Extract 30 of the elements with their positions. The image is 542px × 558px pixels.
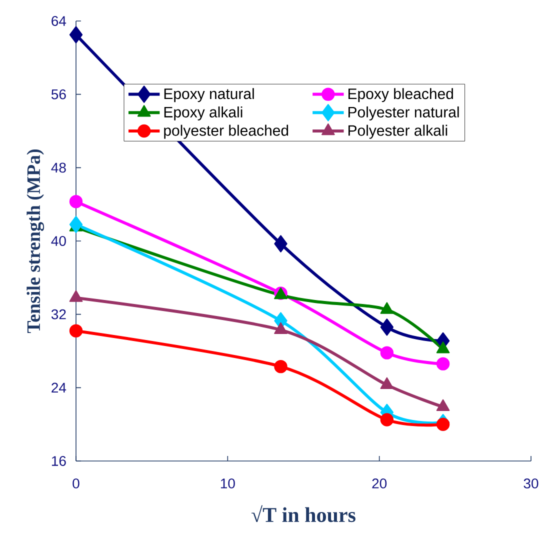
point — [274, 360, 288, 374]
point — [274, 235, 288, 252]
x-tick-label: 10 — [220, 478, 235, 488]
point — [69, 194, 83, 208]
y-tick-label: 32 — [51, 309, 66, 320]
y-tick-label: 64 — [52, 16, 66, 26]
point — [380, 346, 394, 360]
y-axis-title: Tensile strength (MPa) — [26, 149, 44, 334]
x-tick-label: 0 — [72, 478, 80, 488]
legend-label: Epoxy alkali — [164, 106, 242, 120]
x-tick-label: 30 — [524, 478, 538, 488]
x-axis-title: √T in hours — [252, 505, 356, 522]
point — [69, 26, 83, 44]
legend-label: polyester bleached — [164, 124, 288, 139]
legend-label: Epoxy natural — [164, 88, 254, 102]
y-tick-label: 40 — [51, 236, 66, 246]
point — [380, 318, 394, 336]
legend-label: Polyester natural — [348, 106, 459, 120]
point — [69, 216, 83, 234]
legend-label: Polyester alkali — [348, 124, 448, 139]
x-tick-label: 20 — [372, 478, 387, 488]
point — [380, 413, 394, 426]
y-tick-label: 48 — [51, 162, 66, 173]
y-tick-label: 16 — [52, 456, 66, 466]
point — [436, 418, 450, 431]
point — [436, 357, 450, 370]
legend-label: Epoxy bleached — [348, 88, 453, 102]
point — [69, 324, 83, 338]
y-tick-label: 24 — [52, 382, 66, 393]
y-tick-label: 56 — [51, 89, 66, 100]
